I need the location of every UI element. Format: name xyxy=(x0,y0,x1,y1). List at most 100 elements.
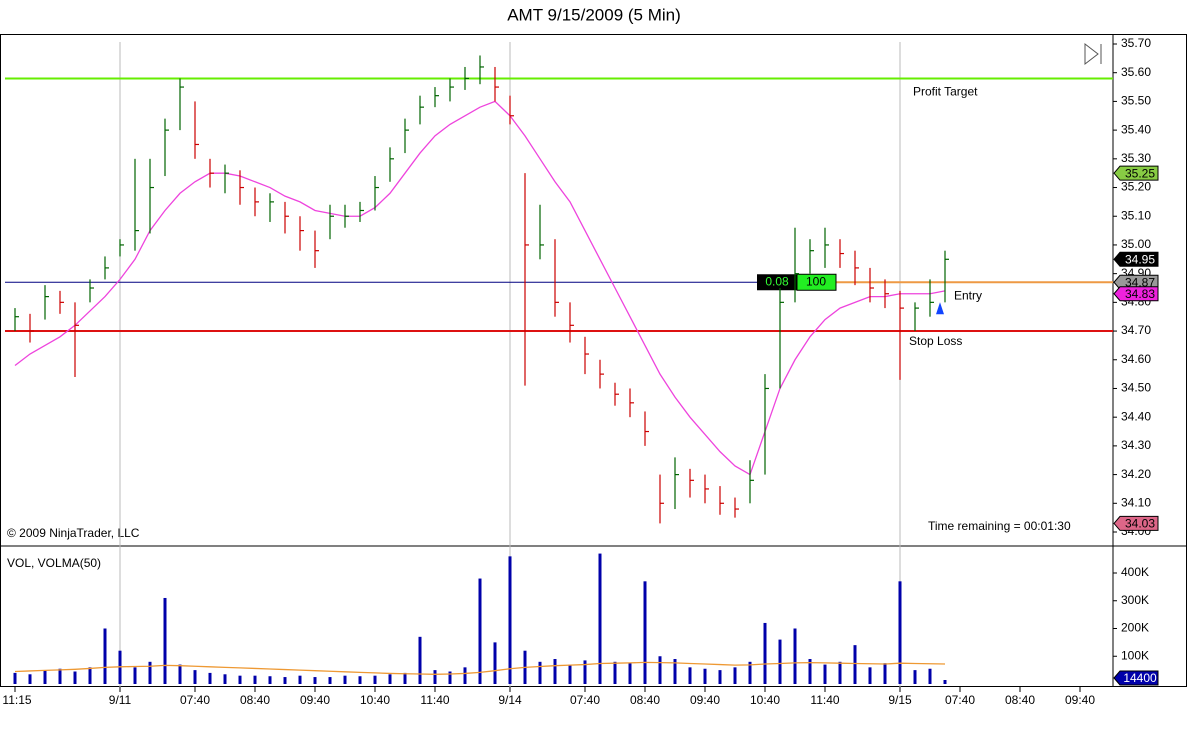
y-tick-label: 34.10 xyxy=(1121,495,1151,509)
volume-bar xyxy=(28,674,32,684)
y-tick-label: 35.10 xyxy=(1121,208,1151,222)
volume-bar xyxy=(658,656,662,684)
volume-bar xyxy=(538,661,542,684)
y-tick-label: 35.70 xyxy=(1121,36,1151,50)
volume-bar xyxy=(838,661,842,684)
y-tick-label: 35.20 xyxy=(1121,180,1151,194)
volume-title: VOL, VOLMA(50) xyxy=(7,556,101,570)
price-tag: 34.95 xyxy=(1125,252,1155,266)
volume-bar xyxy=(943,680,947,684)
y-tick-label: 34.50 xyxy=(1121,381,1151,395)
y-tick-label: 34.40 xyxy=(1121,409,1151,423)
x-tick-label: 08:40 xyxy=(1005,693,1035,707)
volume-bar xyxy=(568,664,572,684)
volume-bar xyxy=(823,664,827,684)
price-tag-shape xyxy=(1113,286,1159,302)
volume-bar xyxy=(913,670,917,684)
y-tick-label: 34.60 xyxy=(1121,352,1151,366)
volume-bar xyxy=(13,672,17,684)
play-triangle[interactable] xyxy=(1084,42,1099,66)
pnl-text[interactable]: 0.08 xyxy=(765,274,789,288)
price-tag-shape xyxy=(1113,251,1159,267)
qty-text[interactable]: 100 xyxy=(806,274,826,288)
volume-bar xyxy=(403,672,407,684)
volume-bar xyxy=(748,661,752,684)
volume-bar xyxy=(673,659,677,684)
y-tick-label: 35.50 xyxy=(1121,94,1151,108)
x-tick-label: 9/15 xyxy=(888,693,912,707)
volume-bar xyxy=(163,597,167,684)
volume-bar xyxy=(328,677,332,684)
volume-bar xyxy=(793,628,797,684)
volume-bar xyxy=(373,675,377,684)
volume-bar xyxy=(613,661,617,684)
volume-bar xyxy=(463,667,467,684)
play-icon[interactable] xyxy=(1084,42,1102,66)
volume-bar xyxy=(58,668,62,684)
volume-bar xyxy=(298,675,302,684)
volume-bar xyxy=(583,660,587,684)
vol-y-tick-label: 200K xyxy=(1121,621,1149,635)
volume-bar xyxy=(238,675,242,684)
x-tick-label: 09:40 xyxy=(690,693,720,707)
x-tick-label: 09:40 xyxy=(1065,693,1095,707)
vol-y-tick-label: 100K xyxy=(1121,648,1149,662)
x-tick-label: 11:40 xyxy=(420,693,449,707)
volume-bar xyxy=(763,622,767,684)
x-tick-label: 10:40 xyxy=(360,693,390,707)
copyright: © 2009 NinjaTrader, LLC xyxy=(7,526,140,540)
volume-bar xyxy=(343,675,347,684)
volume-bar xyxy=(733,667,737,684)
volume-bar xyxy=(508,556,512,684)
volume-bar xyxy=(778,639,782,684)
volume-bar xyxy=(43,670,47,684)
volume-bar xyxy=(103,628,107,684)
qty-box[interactable] xyxy=(796,273,837,291)
x-tick-label: 07:40 xyxy=(570,693,600,707)
volume-bar xyxy=(313,677,317,684)
vol-y-tick-label: 300K xyxy=(1121,593,1149,607)
volume-bar xyxy=(703,668,707,684)
volume-bar xyxy=(253,675,257,684)
volume-bar xyxy=(178,664,182,684)
x-tick-label: 09:40 xyxy=(300,693,330,707)
volume-bar xyxy=(643,581,647,684)
moving-average xyxy=(14,100,946,476)
volume-tag-shape xyxy=(1113,670,1159,686)
x-tick-label: 9/14 xyxy=(498,693,522,707)
volume-bar xyxy=(283,677,287,684)
x-tick-label: 10:40 xyxy=(750,693,780,707)
x-tick-label: 11:15 xyxy=(2,693,31,707)
volume-bar xyxy=(718,670,722,684)
y-tick-label: 35.40 xyxy=(1121,122,1151,136)
level-label: Stop Loss xyxy=(909,334,962,348)
volume-bar xyxy=(853,645,857,684)
time-remaining: Time remaining = 00:01:30 xyxy=(928,519,1071,533)
y-tick-label: 35.30 xyxy=(1121,151,1151,165)
volume-bar xyxy=(448,671,452,684)
x-tick-label: 11:40 xyxy=(810,693,839,707)
pnl-box[interactable] xyxy=(757,274,797,291)
price-tag-shape xyxy=(1113,515,1159,531)
y-tick-label: 34.70 xyxy=(1121,323,1151,337)
volume-bar xyxy=(598,553,602,684)
x-tick-label: 07:40 xyxy=(180,693,210,707)
volume-bar xyxy=(388,674,392,684)
volume-ma xyxy=(14,661,946,675)
volume-bar xyxy=(493,642,497,684)
price-tag: 34.03 xyxy=(1125,517,1155,531)
entry-arrow xyxy=(936,302,944,315)
x-tick-label: 08:40 xyxy=(240,693,270,707)
price-tag: 34.87 xyxy=(1125,275,1155,289)
volume-bar xyxy=(133,667,137,684)
volume-bar xyxy=(148,661,152,684)
volume-bar xyxy=(223,674,227,684)
volume-bar xyxy=(553,659,557,684)
y-tick-label: 34.20 xyxy=(1121,467,1151,481)
volume-bar xyxy=(883,663,887,684)
y-tick-label: 34.30 xyxy=(1121,438,1151,452)
level-label: Profit Target xyxy=(913,85,978,99)
x-tick-label: 07:40 xyxy=(945,693,975,707)
volume-bar xyxy=(208,672,212,684)
